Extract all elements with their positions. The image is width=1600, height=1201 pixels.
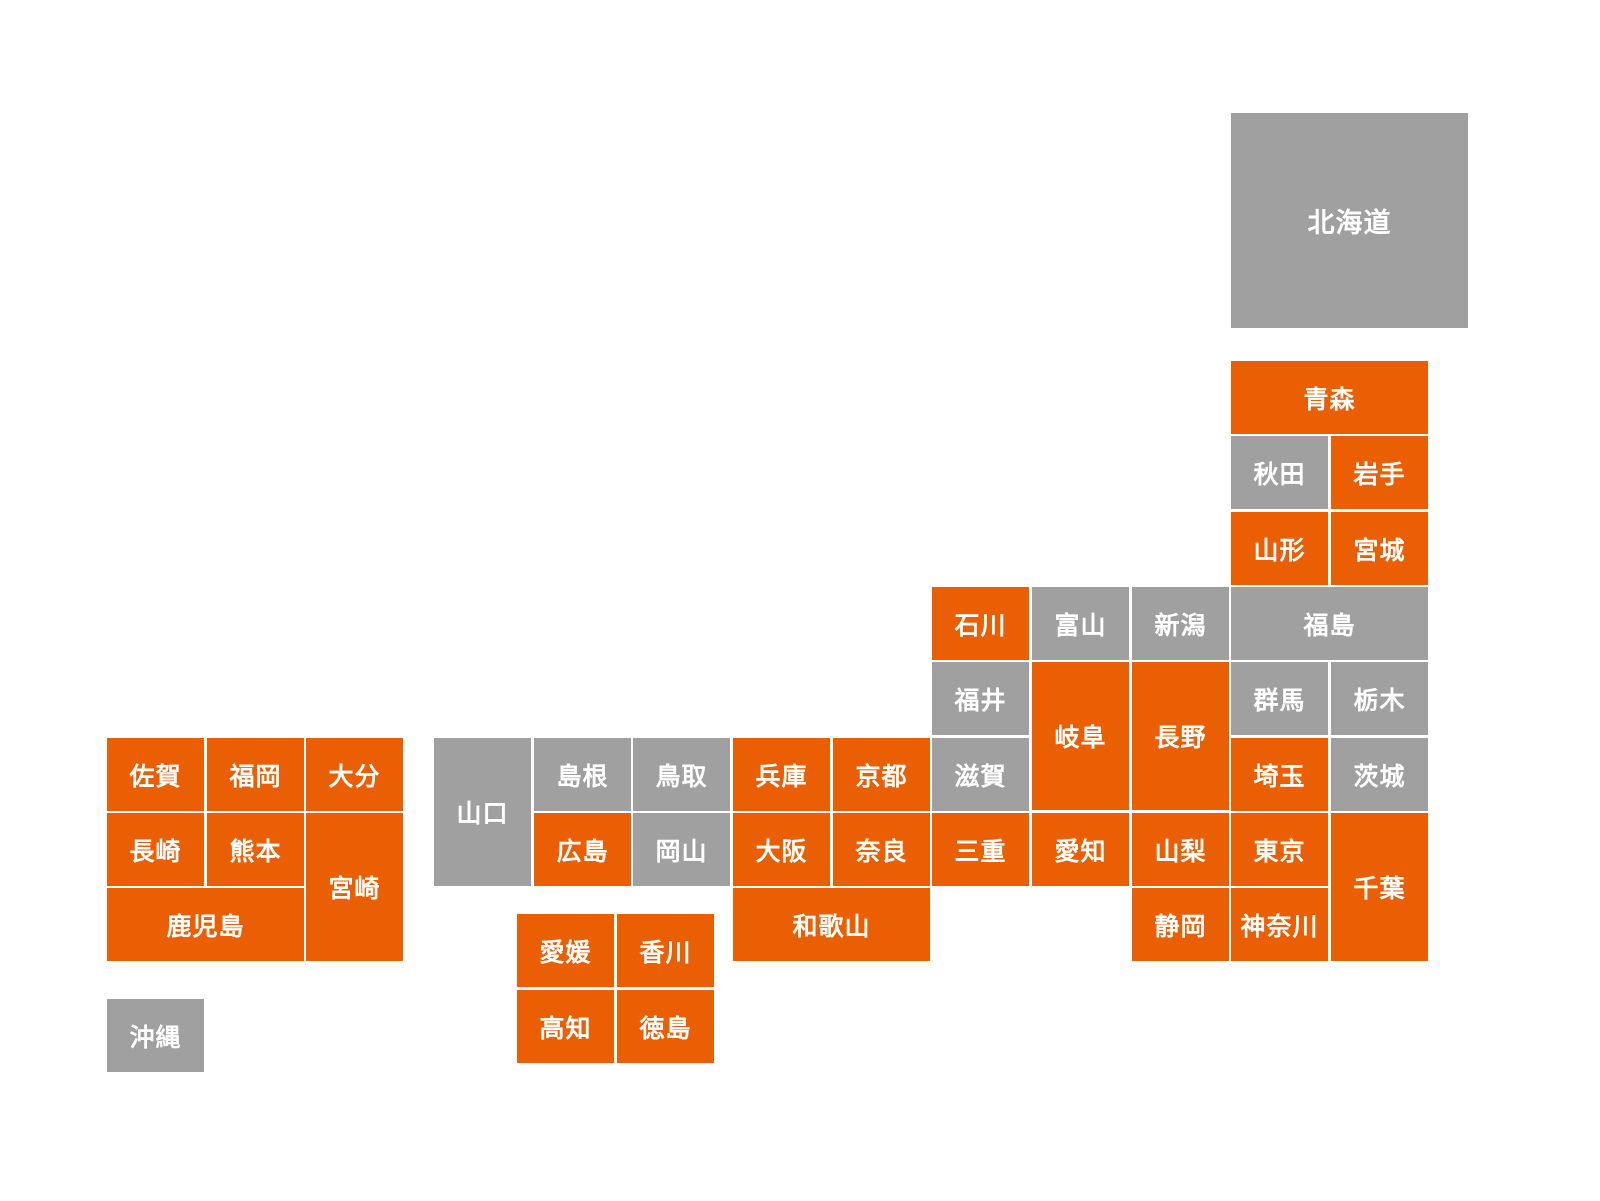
prefecture-shiga[interactable]: 滋賀 [932,738,1029,811]
prefecture-osaka[interactable]: 大阪 [733,813,830,886]
prefecture-shimane[interactable]: 島根 [534,738,631,811]
prefecture-okayama[interactable]: 岡山 [633,813,730,886]
prefecture-nagano[interactable]: 長野 [1132,662,1229,810]
prefecture-nara[interactable]: 奈良 [833,813,930,886]
prefecture-toyama[interactable]: 富山 [1032,587,1129,660]
prefecture-kochi[interactable]: 高知 [517,990,614,1063]
prefecture-mie[interactable]: 三重 [932,813,1029,886]
prefecture-shizuoka[interactable]: 静岡 [1132,888,1229,961]
prefecture-yamaguchi[interactable]: 山口 [434,738,531,886]
prefecture-aomori[interactable]: 青森 [1231,361,1428,434]
prefecture-saitama[interactable]: 埼玉 [1231,738,1328,811]
prefecture-kumamoto[interactable]: 熊本 [207,813,304,886]
prefecture-hyogo[interactable]: 兵庫 [733,738,830,811]
prefecture-tokyo[interactable]: 東京 [1231,813,1328,886]
prefecture-yamanashi[interactable]: 山梨 [1132,813,1229,886]
prefecture-akita[interactable]: 秋田 [1231,436,1328,509]
prefecture-kyoto[interactable]: 京都 [833,738,930,811]
prefecture-tochigi[interactable]: 栃木 [1331,662,1428,735]
prefecture-ibaraki[interactable]: 茨城 [1331,738,1428,811]
prefecture-ehime[interactable]: 愛媛 [517,914,614,987]
prefecture-oita[interactable]: 大分 [306,738,403,811]
prefecture-tottori[interactable]: 鳥取 [633,738,730,811]
prefecture-kanagawa[interactable]: 神奈川 [1231,888,1328,961]
prefecture-okinawa[interactable]: 沖縄 [107,999,204,1072]
prefecture-yamagata[interactable]: 山形 [1231,512,1328,585]
prefecture-fukuoka[interactable]: 福岡 [207,738,304,811]
prefecture-miyazaki[interactable]: 宮崎 [306,813,403,961]
prefecture-miyagi[interactable]: 宮城 [1331,512,1428,585]
prefecture-fukui[interactable]: 福井 [932,662,1029,735]
prefecture-saga[interactable]: 佐賀 [107,738,204,811]
prefecture-kagoshima[interactable]: 鹿児島 [107,888,304,961]
prefecture-tokushima[interactable]: 徳島 [617,990,714,1063]
prefecture-hokkaido[interactable]: 北海道 [1231,113,1468,328]
prefecture-fukushima[interactable]: 福島 [1231,587,1428,660]
prefecture-wakayama[interactable]: 和歌山 [733,888,930,961]
prefecture-iwate[interactable]: 岩手 [1331,436,1428,509]
prefecture-ishikawa[interactable]: 石川 [932,587,1029,660]
prefecture-kagawa[interactable]: 香川 [617,914,714,987]
prefecture-gifu[interactable]: 岐阜 [1032,662,1129,810]
prefecture-gunma[interactable]: 群馬 [1231,662,1328,735]
prefecture-niigata[interactable]: 新潟 [1132,587,1229,660]
prefecture-chiba[interactable]: 千葉 [1331,813,1428,961]
prefecture-hiroshima[interactable]: 広島 [534,813,631,886]
prefecture-nagasaki[interactable]: 長崎 [107,813,204,886]
prefecture-aichi[interactable]: 愛知 [1032,813,1129,886]
